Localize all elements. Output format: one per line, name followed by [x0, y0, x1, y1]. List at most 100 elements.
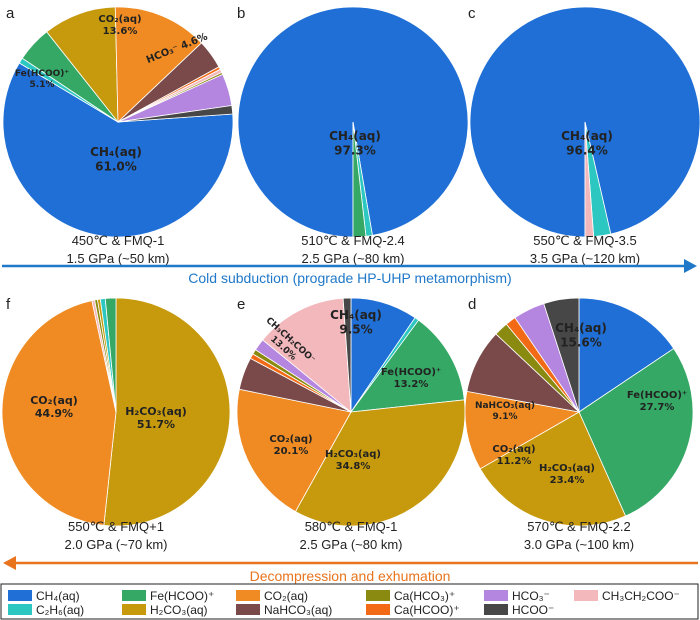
- legend: CH₄(aq) Fe(HCOO)⁺ CO₂(aq) Ca(HCO₃)⁺ HCO₃⁻ CH₃…: [0, 583, 699, 620]
- legend-swatch-CaHCO3: [366, 590, 390, 601]
- panel-letter-a: a: [6, 5, 15, 22]
- pie-a-label-CH4: CH₄(aq) 61.0%: [90, 145, 142, 173]
- panel-letter-b: b: [237, 5, 245, 22]
- pie-d-label-FeHCOO-name: Fe(HCOO)⁺: [627, 390, 687, 401]
- pie-f-slice-H2CO3-0: [103, 297, 231, 527]
- pie-f-slice-FeHCOO-6: [104, 297, 117, 413]
- pie-a-slice-CO2-4: [114, 6, 203, 123]
- pie-b-label-CH4-pct: 97.3%: [334, 143, 376, 157]
- pie-d-label-CO2-name: CO₂(aq): [492, 444, 535, 455]
- pie-e-slice-HCOO-10: [342, 297, 352, 413]
- condition-e-line1: 580℃ & FMQ-1: [305, 519, 398, 534]
- pie-chart-b: CH₄(aq) 97.3%: [237, 6, 469, 238]
- pie-b-label-CH4: CH₄(aq) 97.3%: [329, 129, 381, 157]
- pie-chart-f: H₂CO₃(aq) 51.7% CO₂(aq) 44.9%: [1, 297, 231, 527]
- pie-e-label-H2CO3-name: H₂CO₃(aq): [325, 449, 381, 460]
- legend-label-CH3CH2COO: CH₃CH₂COO⁻: [602, 589, 680, 603]
- legend-label-CO2: CO₂(aq): [264, 589, 308, 603]
- pie-d-label-H2CO3-name: H₂CO₃(aq): [539, 463, 595, 474]
- pie-a-label-FeHCOO: Fe(HCOO)⁺ 5.1%: [15, 69, 70, 90]
- pie-f-label-H2CO3-pct: 51.7%: [137, 418, 175, 431]
- pie-e-label-CH4-name: CH₄(aq): [330, 308, 382, 322]
- legend-swatch-CO2: [236, 590, 260, 601]
- pie-f-label-H2CO3-name: H₂CO₃(aq): [125, 405, 187, 418]
- pie-e-label-H2CO3: H₂CO₃(aq) 34.8%: [325, 449, 381, 472]
- pie-a-label-FeHCOO-name: Fe(HCOO)⁺: [15, 69, 70, 79]
- pie-f-label-CO2-pct: 44.9%: [35, 407, 73, 420]
- pie-c-slice-CH3CH2COO-2: [584, 121, 595, 238]
- condition-d-line2: 3.0 GPa (~100 km): [524, 537, 634, 552]
- pie-e-label-FeHCOO: Fe(HCOO)⁺ 13.2%: [381, 367, 441, 390]
- pie-c-label-CH4: CH₄(aq) 96.4%: [561, 129, 613, 157]
- legend-label-HCOO: HCOO⁻: [512, 603, 554, 617]
- pie-e-slice-H2CO3-3: [294, 399, 466, 527]
- pie-d-label-NaHCO3: NaHCO₃(aq) 9.1%: [475, 401, 535, 422]
- pie-e-label-FeHCOO-pct: 13.2%: [394, 379, 429, 390]
- pie-e-label-FeHCOO-name: Fe(HCOO)⁺: [381, 367, 441, 378]
- pie-f-label-H2CO3: H₂CO₃(aq) 51.7%: [125, 405, 187, 431]
- pie-chart-d: CH₄(aq) 15.6% Fe(HCOO)⁺ 27.7% H₂CO₃(aq) 23.4%…: [464, 297, 694, 527]
- legend-swatch-C2H6: [8, 604, 32, 615]
- legend-swatch-CH3CH2COO: [574, 590, 598, 601]
- pie-e-label-H2CO3-pct: 34.8%: [336, 461, 371, 472]
- pie-d-label-NaHCO3-pct: 9.1%: [493, 412, 518, 422]
- pie-e-label-CH4-pct: 9.5%: [339, 322, 372, 336]
- pie-a-slice-HCOO-10: [117, 105, 234, 123]
- pie-d-label-H2CO3-pct: 23.4%: [550, 475, 585, 486]
- pie-d-slice-HCOO-8: [543, 297, 580, 413]
- pie-d-label-CH4: CH₄(aq) 15.6%: [555, 321, 607, 349]
- pie-a-label-CO2: CO₂(aq) 13.6%: [98, 14, 141, 37]
- prograde-arrow: Cold subduction (prograde HP-UHP metamor…: [2, 259, 697, 286]
- pie-a-label-CO2-pct: 13.6%: [103, 26, 138, 37]
- pie-e-label-CO2-name: CO₂(aq): [269, 434, 312, 445]
- pie-b-label-CH4-name: CH₄(aq): [329, 129, 381, 143]
- condition-b-line2: 2.5 GPa (~80 km): [302, 251, 405, 266]
- condition-a-line2: 1.5 GPa (~50 km): [67, 251, 170, 266]
- legend-items: CH₄(aq) Fe(HCOO)⁺ CO₂(aq) Ca(HCO₃)⁺ HCO₃⁻ CH₃…: [8, 589, 680, 617]
- pie-f-label-CO2-name: CO₂(aq): [30, 394, 78, 407]
- pie-d-slice-H2CO3-2: [479, 411, 627, 527]
- legend-label-CaHCO3: Ca(HCO₃)⁺: [394, 589, 455, 603]
- pie-c-label-CH4-pct: 96.4%: [566, 143, 608, 157]
- legend-label-H2CO3: H₂CO₃(aq): [150, 603, 208, 617]
- exhumation-arrow-label: Decompression and exhumation: [250, 568, 451, 584]
- pie-a-label-FeHCOO-pct: 5.1%: [30, 80, 55, 90]
- condition-f-line2: 2.0 GPa (~70 km): [65, 537, 168, 552]
- pie-d-slice-CO2-3: [464, 390, 581, 470]
- condition-c-line2: 3.5 GPa (~120 km): [530, 251, 640, 266]
- pie-a-label-CH4-pct: 61.0%: [95, 159, 137, 173]
- legend-swatch-FeHCOO: [122, 590, 146, 601]
- pie-e-label-CH4: CH₄(aq) 9.5%: [330, 308, 382, 336]
- legend-label-HCO3: HCO₃⁻: [512, 589, 550, 603]
- pie-a-label-CH4-name: CH₄(aq): [90, 145, 142, 159]
- pie-d-label-FeHCOO: Fe(HCOO)⁺ 27.7%: [627, 390, 687, 413]
- legend-swatch-NaHCO3: [236, 604, 260, 615]
- pie-d-label-H2CO3: H₂CO₃(aq) 23.4%: [539, 463, 595, 486]
- pie-e-slice-FeHCOO-2: [350, 319, 465, 413]
- condition-c-line1: 550℃ & FMQ-3.5: [533, 233, 636, 248]
- condition-e-line2: 2.5 GPa (~80 km): [300, 537, 403, 552]
- pie-chart-c: CH₄(aq) 96.4%: [469, 6, 700, 238]
- pie-d-label-CH4-pct: 15.6%: [560, 335, 602, 349]
- pie-chart-a: CH₄(aq) 61.0%Fe(HCOO)⁺ 5.1%CO₂(aq) 13.6% HCO…: [2, 6, 234, 238]
- legend-swatch-H2CO3: [122, 604, 146, 615]
- prograde-arrow-label: Cold subduction (prograde HP-UHP metamor…: [188, 270, 511, 286]
- pie-b-slice-FeHCOO-2: [352, 121, 367, 238]
- pie-a-slice-H2CO3-3: [46, 6, 119, 124]
- prograde-arrow-head: [684, 259, 697, 273]
- pie-d-label-CO2-pct: 11.2%: [497, 456, 532, 467]
- legend-label-CaHCOO: Ca(HCOO)⁺: [394, 603, 460, 617]
- exhumation-arrow: Decompression and exhumation: [3, 556, 698, 584]
- panel-letter-d: d: [468, 296, 476, 313]
- panel-letter-f: f: [6, 296, 11, 313]
- pie-d-label-NaHCO3-name: NaHCO₃(aq): [475, 401, 535, 411]
- condition-f-line1: 550℃ & FMQ+1: [68, 519, 164, 534]
- panel-letter-e: e: [237, 296, 245, 313]
- pie-e-label-CO2: CO₂(aq) 20.1%: [269, 434, 312, 457]
- exhumation-arrow-head: [3, 556, 16, 570]
- pie-d-label-FeHCOO-pct: 27.7%: [640, 402, 675, 413]
- legend-label-NaHCO3: NaHCO₃(aq): [264, 603, 332, 617]
- pie-d-slice-FeHCOO-1: [578, 347, 694, 517]
- pie-a-slice-CH4-0: [2, 62, 234, 238]
